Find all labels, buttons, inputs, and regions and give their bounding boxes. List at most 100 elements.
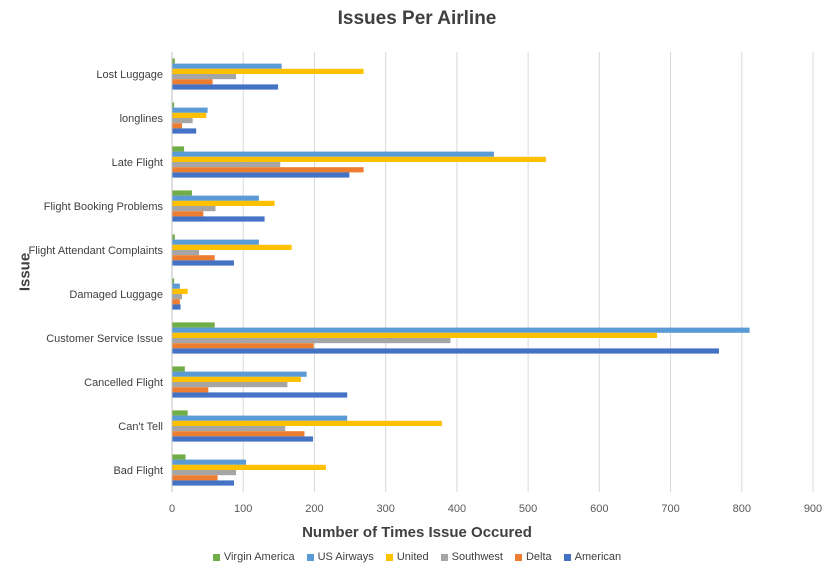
x-tick-label: 500 [519, 503, 537, 515]
bar [172, 431, 304, 436]
bar [172, 79, 213, 84]
bar [172, 255, 215, 260]
bar [172, 113, 206, 118]
bar [172, 382, 287, 387]
bar [172, 372, 307, 377]
y-tick-label: Flight Attendant Complaints [28, 245, 163, 257]
bars [172, 58, 750, 485]
bar [172, 465, 326, 470]
x-tick-label: 900 [804, 503, 822, 515]
legend-swatch [307, 554, 314, 561]
bar [172, 289, 188, 294]
legend-item: Southwest [441, 551, 503, 563]
bar [172, 377, 301, 382]
legend-label: US Airways [318, 551, 374, 563]
x-tick-label: 400 [448, 503, 466, 515]
bar [172, 299, 180, 304]
bar [172, 421, 442, 426]
bar [172, 84, 278, 89]
legend-item: Virgin America [213, 551, 295, 563]
bar [172, 69, 364, 74]
legend-label: Southwest [452, 551, 503, 563]
bar [172, 460, 246, 465]
bar [172, 162, 280, 167]
bar [172, 436, 313, 441]
legend-label: Virgin America [224, 551, 295, 563]
legend-item: American [564, 551, 621, 563]
y-tick-label: Customer Service Issue [46, 333, 163, 345]
bar [172, 172, 349, 177]
bar [172, 426, 285, 431]
bar [172, 206, 215, 211]
bar [172, 190, 192, 195]
y-tick-label: Lost Luggage [96, 69, 163, 81]
x-tick-label: 800 [733, 503, 751, 515]
bar [172, 64, 282, 69]
x-axis-label: Number of Times Issue Occured [172, 524, 662, 541]
y-tick-label: longlines [120, 113, 164, 125]
legend-label: American [575, 551, 621, 563]
bar [172, 294, 182, 299]
bar [172, 480, 234, 485]
bar [172, 416, 347, 421]
bar [172, 387, 208, 392]
bar [172, 338, 450, 343]
legend-swatch [441, 554, 448, 561]
bar [172, 245, 292, 250]
tick-labels: 0 100 200 300 400 500 600 700 800 900 Lost Luggage… [28, 69, 822, 515]
bar [172, 322, 215, 327]
bar [172, 74, 236, 79]
bar [172, 250, 199, 255]
bar [172, 167, 364, 172]
bar [172, 118, 193, 123]
bar [172, 392, 347, 397]
y-tick-label: Flight Booking Problems [44, 201, 164, 213]
legend-label: Delta [526, 551, 552, 563]
bar [172, 240, 259, 245]
x-tick-label: 100 [234, 503, 252, 515]
y-tick-label: Late Flight [112, 157, 163, 169]
bar [172, 211, 203, 216]
bar [172, 284, 180, 289]
bar [172, 410, 188, 415]
bar [172, 475, 218, 480]
y-tick-label: Cancelled Flight [84, 377, 163, 389]
bar [172, 343, 314, 348]
bar [172, 123, 182, 128]
bar [172, 328, 750, 333]
x-tick-label: 300 [376, 503, 394, 515]
bar [172, 152, 494, 157]
x-tick-label: 0 [169, 503, 175, 515]
bar [172, 348, 719, 353]
x-tick-label: 700 [661, 503, 679, 515]
legend-swatch [386, 554, 393, 561]
y-axis-label: Issue [17, 253, 34, 291]
bar [172, 304, 181, 309]
legend-item: Delta [515, 551, 552, 563]
legend-item: US Airways [307, 551, 374, 563]
legend-swatch [213, 554, 220, 561]
x-tick-label: 200 [305, 503, 323, 515]
legend-label: United [397, 551, 429, 563]
bar [172, 333, 657, 338]
bar [172, 157, 546, 162]
bar [172, 454, 186, 459]
bar [172, 128, 196, 133]
legend-swatch [564, 554, 571, 561]
bar [172, 196, 259, 201]
bar [172, 366, 185, 371]
bar [172, 108, 208, 113]
y-tick-label: Damaged Luggage [69, 289, 163, 301]
y-tick-label: Bad Flight [113, 465, 163, 477]
legend: Virgin America US Airways United Southwest D… [0, 551, 834, 563]
bar [172, 201, 275, 206]
legend-swatch [515, 554, 522, 561]
x-tick-label: 600 [590, 503, 608, 515]
bar [172, 216, 265, 221]
y-tick-label: Can't Tell [118, 421, 163, 433]
bar [172, 146, 184, 151]
bar [172, 260, 234, 265]
legend-item: United [386, 551, 429, 563]
bar [172, 470, 236, 475]
